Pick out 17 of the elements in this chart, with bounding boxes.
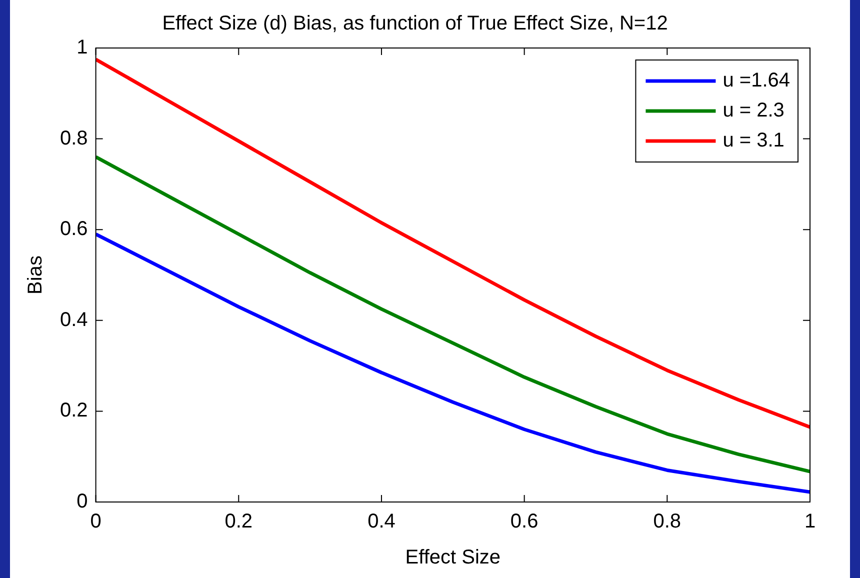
y-tick-label: 0.8: [60, 127, 88, 150]
y-tick-label: 0.2: [60, 400, 88, 422]
x-tick-label: 0.4: [368, 510, 396, 533]
x-axis-title: Effect Size: [405, 546, 501, 569]
y-axis-title: Bias: [24, 256, 47, 294]
x-tick-label: 1: [804, 510, 816, 533]
x-tick-label: 0.2: [224, 510, 253, 533]
y-tick-label: 1: [76, 36, 88, 59]
x-tick-label: 0.6: [510, 510, 538, 533]
chart-title: Effect Size (d) Bias, as function of True Effect Size, N=12: [162, 12, 668, 35]
legend-label: u = 3.1: [722, 130, 784, 152]
legend-label: u = 2.3: [722, 100, 784, 122]
y-tick-label: 0.6: [60, 218, 88, 240]
legend-label: u =1.64: [722, 70, 790, 92]
y-tick-label: 0: [76, 490, 88, 513]
x-tick-label: 0.8: [653, 510, 682, 533]
y-tick-label: 0.4: [60, 308, 88, 331]
